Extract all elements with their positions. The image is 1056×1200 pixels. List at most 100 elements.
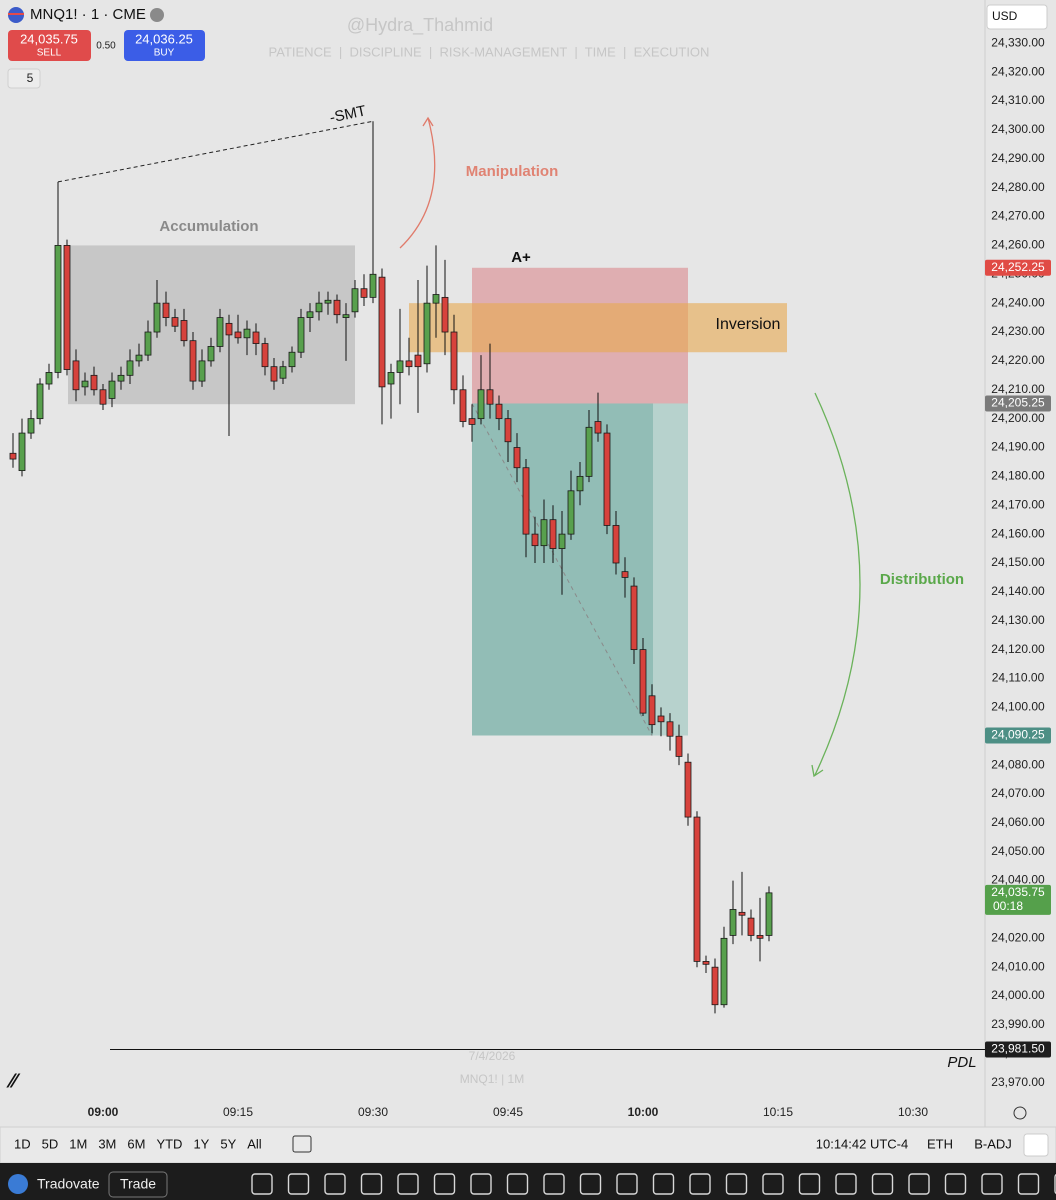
range-button[interactable]: 3M <box>98 1136 116 1151</box>
settings-icon[interactable] <box>1013 1106 1027 1120</box>
tool-icon[interactable] <box>835 1173 857 1195</box>
range-button[interactable]: 1Y <box>193 1136 209 1151</box>
tool-icon[interactable] <box>762 1173 784 1195</box>
range-button[interactable]: 5Y <box>220 1136 236 1151</box>
candle-body <box>693 816 701 962</box>
tool-icon[interactable] <box>725 1173 748 1195</box>
tool-icon[interactable] <box>360 1173 383 1195</box>
tool-icon[interactable] <box>981 1173 1003 1195</box>
price-tag <box>985 395 1051 412</box>
y-tick-label: 24,000.00 <box>991 988 1045 1002</box>
y-tick-label: 24,230.00 <box>991 324 1045 338</box>
candle-body <box>612 525 620 564</box>
candle-body <box>396 360 404 373</box>
candle-body <box>387 372 395 385</box>
status-icon <box>150 8 164 22</box>
tool-icon[interactable] <box>616 1173 638 1195</box>
y-tick-label: 24,300.00 <box>991 122 1045 136</box>
range-button[interactable]: 5D <box>42 1136 59 1151</box>
y-tick-label: 24,270.00 <box>991 209 1045 223</box>
broker-name[interactable]: Tradovate <box>37 1176 100 1192</box>
inversion-zone <box>409 303 787 353</box>
candle-body <box>432 294 440 304</box>
buy-button[interactable] <box>124 30 205 61</box>
price-tag <box>985 727 1051 744</box>
date-range-icon[interactable] <box>292 1135 312 1153</box>
range-button[interactable]: All <box>247 1136 262 1151</box>
y-tick-label: 23,970.00 <box>991 1075 1045 1089</box>
session[interactable]: ETH <box>927 1136 953 1151</box>
tool-icon[interactable] <box>433 1173 456 1195</box>
candle-body <box>198 360 206 382</box>
candle-body <box>225 322 233 336</box>
candle-body <box>747 917 755 936</box>
y-tick-label: 24,330.00 <box>991 35 1045 49</box>
tool-icon[interactable] <box>871 1173 894 1195</box>
candle-body <box>306 311 314 318</box>
tool-icon[interactable] <box>397 1173 419 1195</box>
annotation-accumulation: Accumulation <box>159 218 258 235</box>
candle-body <box>9 452 17 460</box>
distribution-arrow <box>814 392 861 776</box>
y-tick-label: 24,190.00 <box>991 440 1045 454</box>
candle-body <box>738 911 746 916</box>
candle-body <box>189 340 197 382</box>
price-tag-label: 24,090.25 <box>991 728 1045 742</box>
y-tick-label: 24,170.00 <box>991 497 1045 511</box>
x-tick-label: 09:30 <box>358 1105 388 1119</box>
tool-icon[interactable] <box>470 1173 492 1195</box>
candle-body <box>648 695 656 726</box>
candle-body <box>594 421 602 434</box>
candle-body <box>252 331 260 344</box>
candle-body <box>90 374 98 391</box>
range-button[interactable]: 1M <box>69 1136 87 1151</box>
trade-label: Trade <box>120 1176 156 1192</box>
candle-body <box>513 447 521 469</box>
tool-icon[interactable] <box>1017 1173 1040 1195</box>
tool-icon[interactable] <box>251 1173 273 1195</box>
flag-stripe <box>8 13 24 15</box>
tool-icon[interactable] <box>908 1173 930 1195</box>
candle-body <box>117 374 125 382</box>
y-tick-label: 24,110.00 <box>992 671 1045 685</box>
y-tick-label: 24,020.00 <box>991 930 1045 944</box>
y-tick-label: 24,200.00 <box>991 411 1045 425</box>
y-tick-label: 24,050.00 <box>991 844 1045 858</box>
distribution-arrow-head <box>811 764 824 778</box>
tool-icon[interactable] <box>652 1173 675 1195</box>
range-button[interactable]: 1D <box>14 1136 31 1151</box>
trade-button[interactable] <box>108 1171 168 1198</box>
adjustment[interactable]: B-ADJ <box>974 1136 1012 1151</box>
layout-toggle[interactable] <box>1023 1133 1049 1157</box>
buy-price: 24,036.25 <box>135 31 193 46</box>
watermark-motto: PATIENCE | DISCIPLINE | RISK-MANAGEMENT … <box>269 44 710 59</box>
tool-icon[interactable] <box>287 1173 310 1195</box>
tool-icon[interactable] <box>324 1173 346 1195</box>
symbol-title[interactable]: MNQ1! · 1 · CME <box>30 6 146 23</box>
indicator-toggle[interactable] <box>7 68 41 89</box>
range-button[interactable]: YTD <box>156 1136 182 1151</box>
annotation-manipulation: Manipulation <box>466 163 559 180</box>
tool-icon[interactable] <box>506 1173 529 1195</box>
candle-body <box>369 273 377 298</box>
candle-body <box>378 276 386 388</box>
currency-select[interactable] <box>986 4 1048 30</box>
tool-icon[interactable] <box>579 1173 602 1195</box>
y-tick-label: 24,140.00 <box>991 584 1045 598</box>
candle-body <box>342 314 350 318</box>
tool-icon[interactable] <box>543 1173 565 1195</box>
candle-body <box>270 366 278 382</box>
candle-body <box>468 418 476 425</box>
candle-body <box>162 302 170 318</box>
y-tick-label: 24,070.00 <box>991 786 1045 800</box>
buy-label: BUY <box>154 48 175 59</box>
candle-body <box>684 761 692 818</box>
range-button[interactable]: 6M <box>127 1136 145 1151</box>
sell-button[interactable] <box>8 30 91 61</box>
tool-icon[interactable] <box>798 1173 821 1195</box>
tool-icon[interactable] <box>944 1173 967 1195</box>
tool-icon[interactable] <box>1054 1173 1056 1195</box>
candle-body <box>288 351 296 368</box>
tool-icon[interactable] <box>689 1173 711 1195</box>
broker-icon <box>8 1174 28 1194</box>
